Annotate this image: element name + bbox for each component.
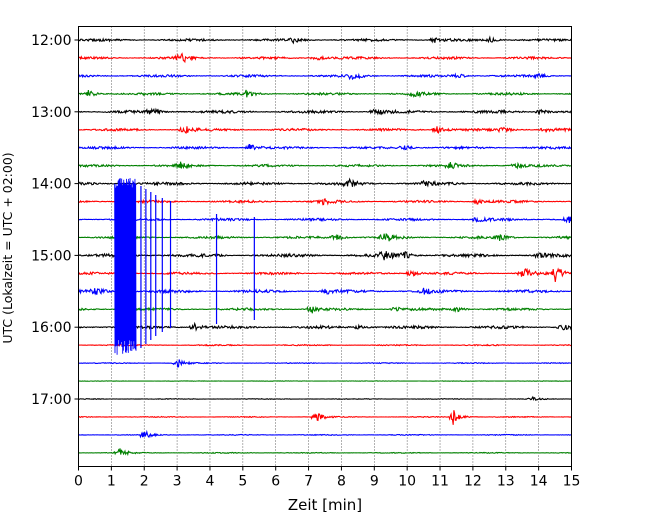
- y-tick-label: 13:00: [31, 105, 71, 121]
- x-tick-label: 7: [304, 474, 313, 490]
- y-tick-label: 15:00: [31, 248, 71, 264]
- trace-14:45: [78, 233, 572, 242]
- trace-17:15: [78, 410, 572, 425]
- trace-15:45: [78, 305, 572, 314]
- x-tick-label: 1: [107, 474, 116, 490]
- plot-frame: [78, 26, 572, 467]
- trace-12:15: [78, 52, 572, 64]
- large-event-burst: [114, 178, 137, 355]
- x-tick-label: 15: [563, 474, 581, 490]
- y-axis-ticks: 12:00 13:00 14:00 15:00 16:00 17:00: [31, 33, 79, 408]
- seismic-traces: [78, 35, 573, 457]
- trace-13:15: [78, 126, 572, 134]
- trace-17:00: [78, 395, 572, 402]
- y-axis-label: UTC (Lokalzeit = UTC + 02:00): [0, 152, 15, 343]
- x-tick-label: 6: [271, 474, 280, 490]
- trace-13:45: [78, 161, 572, 170]
- trace-12:00: [78, 35, 572, 45]
- x-tick-label: 0: [74, 474, 83, 490]
- y-tick-label: 14:00: [31, 177, 71, 193]
- trace-17:45: [78, 448, 572, 457]
- x-tick-label: 10: [398, 474, 416, 490]
- x-tick-label: 4: [206, 474, 215, 490]
- trace-12:30: [78, 72, 572, 81]
- x-tick-label: 9: [370, 474, 379, 490]
- x-axis-ticks: 0 1 2 3 4 5 6 7 8 9 10 11 12 13 14 15: [74, 466, 581, 490]
- x-tick-label: 14: [530, 474, 548, 490]
- x-tick-label: 8: [337, 474, 346, 490]
- grid-lines: [111, 26, 539, 467]
- y-tick-label: 17:00: [31, 392, 71, 408]
- trace-15:00: [78, 250, 572, 261]
- plot-area: [78, 26, 572, 467]
- x-tick-label: 13: [497, 474, 515, 490]
- trace-14:15: [78, 197, 572, 206]
- trace-16:15: [78, 343, 572, 347]
- y-tick-label: 16:00: [31, 320, 71, 336]
- trace-13:00: [78, 107, 572, 116]
- x-tick-label: 11: [431, 474, 449, 490]
- x-tick-label: 3: [173, 474, 182, 490]
- trace-14:30: [78, 215, 573, 224]
- trace-13:30: [78, 143, 572, 151]
- large-event: [114, 178, 255, 355]
- x-tick-label: 5: [238, 474, 247, 490]
- trace-14:00: [78, 177, 572, 188]
- trace-16:00: [78, 321, 573, 332]
- x-tick-label: 2: [140, 474, 149, 490]
- trace-16:30: [78, 359, 572, 368]
- trace-12:45: [78, 89, 572, 99]
- x-axis-label: Zeit [min]: [288, 496, 362, 514]
- x-tick-label: 12: [464, 474, 482, 490]
- trace-17:30: [78, 429, 572, 439]
- y-tick-label: 12:00: [31, 33, 71, 49]
- trace-15:15: [78, 267, 572, 282]
- trace-15:30: [78, 287, 572, 296]
